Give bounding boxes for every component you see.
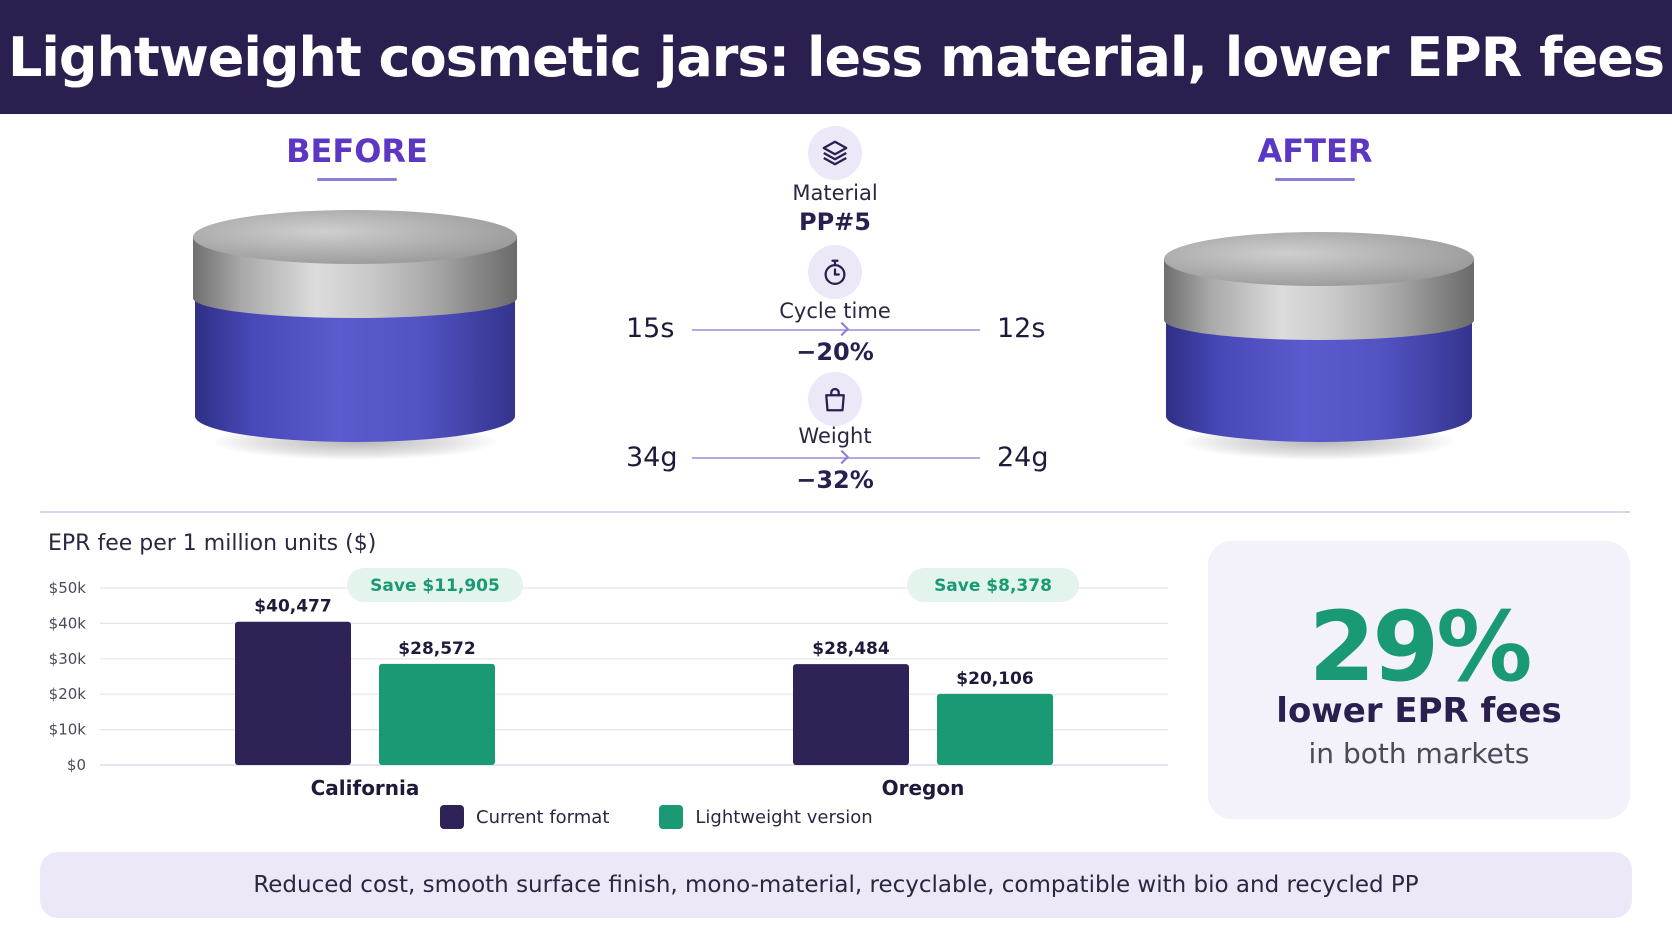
page-title: Lightweight cosmetic jars: less material… [8, 25, 1665, 89]
stopwatch-icon [808, 245, 862, 299]
weight-arrow-head [834, 449, 850, 465]
before-underline [317, 178, 397, 181]
header-bar: Lightweight cosmetic jars: less material… [0, 0, 1672, 114]
after-jar-lid-top [1164, 232, 1474, 286]
bar [235, 621, 351, 765]
cycle-time-arrow-head [834, 321, 850, 337]
weight-label: Weight [798, 424, 872, 448]
y-tick-label: $20k [49, 685, 87, 703]
y-tick-label: $10k [49, 721, 87, 739]
legend-swatch-lightweight [659, 805, 684, 829]
before-label-text: BEFORE [286, 132, 428, 170]
data-label: $28,572 [398, 639, 475, 659]
legend: Current format Lightweight version [440, 805, 873, 829]
legend-swatch-current [440, 805, 464, 829]
bag-icon [808, 372, 862, 426]
y-tick-label: $50k [49, 579, 87, 597]
stat-card: 29% lower EPR fees in both markets [1208, 541, 1630, 819]
savings-pill [907, 568, 1079, 602]
savings-label: Save $11,905 [370, 576, 500, 596]
section-divider [40, 511, 1630, 513]
chart-title: EPR fee per 1 million units ($) [48, 531, 377, 556]
bar [793, 664, 909, 765]
savings-label: Save $8,378 [934, 576, 1052, 596]
after-jar-image [1164, 232, 1474, 460]
after-underline [1275, 178, 1355, 181]
stat-percentage: 29% [1308, 591, 1533, 703]
weight-after: 24g [997, 442, 1049, 473]
legend-label-lightweight: Lightweight version [695, 806, 873, 828]
footer-text: Reduced cost, smooth surface finish, mon… [253, 872, 1419, 898]
epr-fee-chart: $0 $10k $20k $30k $40k $50k $40,477 $28,572 Cali… [49, 568, 1168, 800]
weight-change: −32% [796, 466, 874, 494]
material-value: PP#5 [799, 208, 871, 236]
weight-arrow [692, 457, 980, 459]
cycle-time-change: −20% [796, 338, 874, 366]
footer-banner: Reduced cost, smooth surface finish, mon… [40, 852, 1632, 918]
before-label: BEFORE [257, 132, 457, 181]
y-tick-label: $40k [49, 614, 87, 632]
cycle-time-label: Cycle time [779, 299, 891, 323]
x-tick-label: Oregon [882, 776, 965, 800]
savings-pill [347, 568, 523, 602]
stat-sub-text: in both markets [1308, 737, 1530, 770]
data-label: $28,484 [812, 639, 890, 659]
x-tick-label: California [311, 776, 420, 800]
bar [937, 693, 1053, 765]
legend-label-current: Current format [476, 806, 610, 828]
before-jar-image [193, 210, 517, 460]
weight-before: 34g [626, 442, 678, 473]
after-label: AFTER [1215, 132, 1415, 181]
data-label: $20,106 [956, 669, 1033, 689]
material-label: Material [792, 181, 878, 205]
layers-icon [808, 126, 862, 180]
cycle-time-arrow [692, 329, 980, 331]
stat-main-text: lower EPR fees [1276, 691, 1562, 731]
y-tick-label: $30k [49, 650, 87, 668]
cycle-time-before: 15s [626, 313, 675, 344]
data-label: $40,477 [254, 597, 331, 617]
cycle-time-after: 12s [997, 313, 1046, 344]
bar [379, 663, 495, 765]
after-label-text: AFTER [1257, 132, 1373, 170]
before-jar-lid-top [193, 210, 517, 264]
y-tick-label: $0 [67, 756, 86, 774]
